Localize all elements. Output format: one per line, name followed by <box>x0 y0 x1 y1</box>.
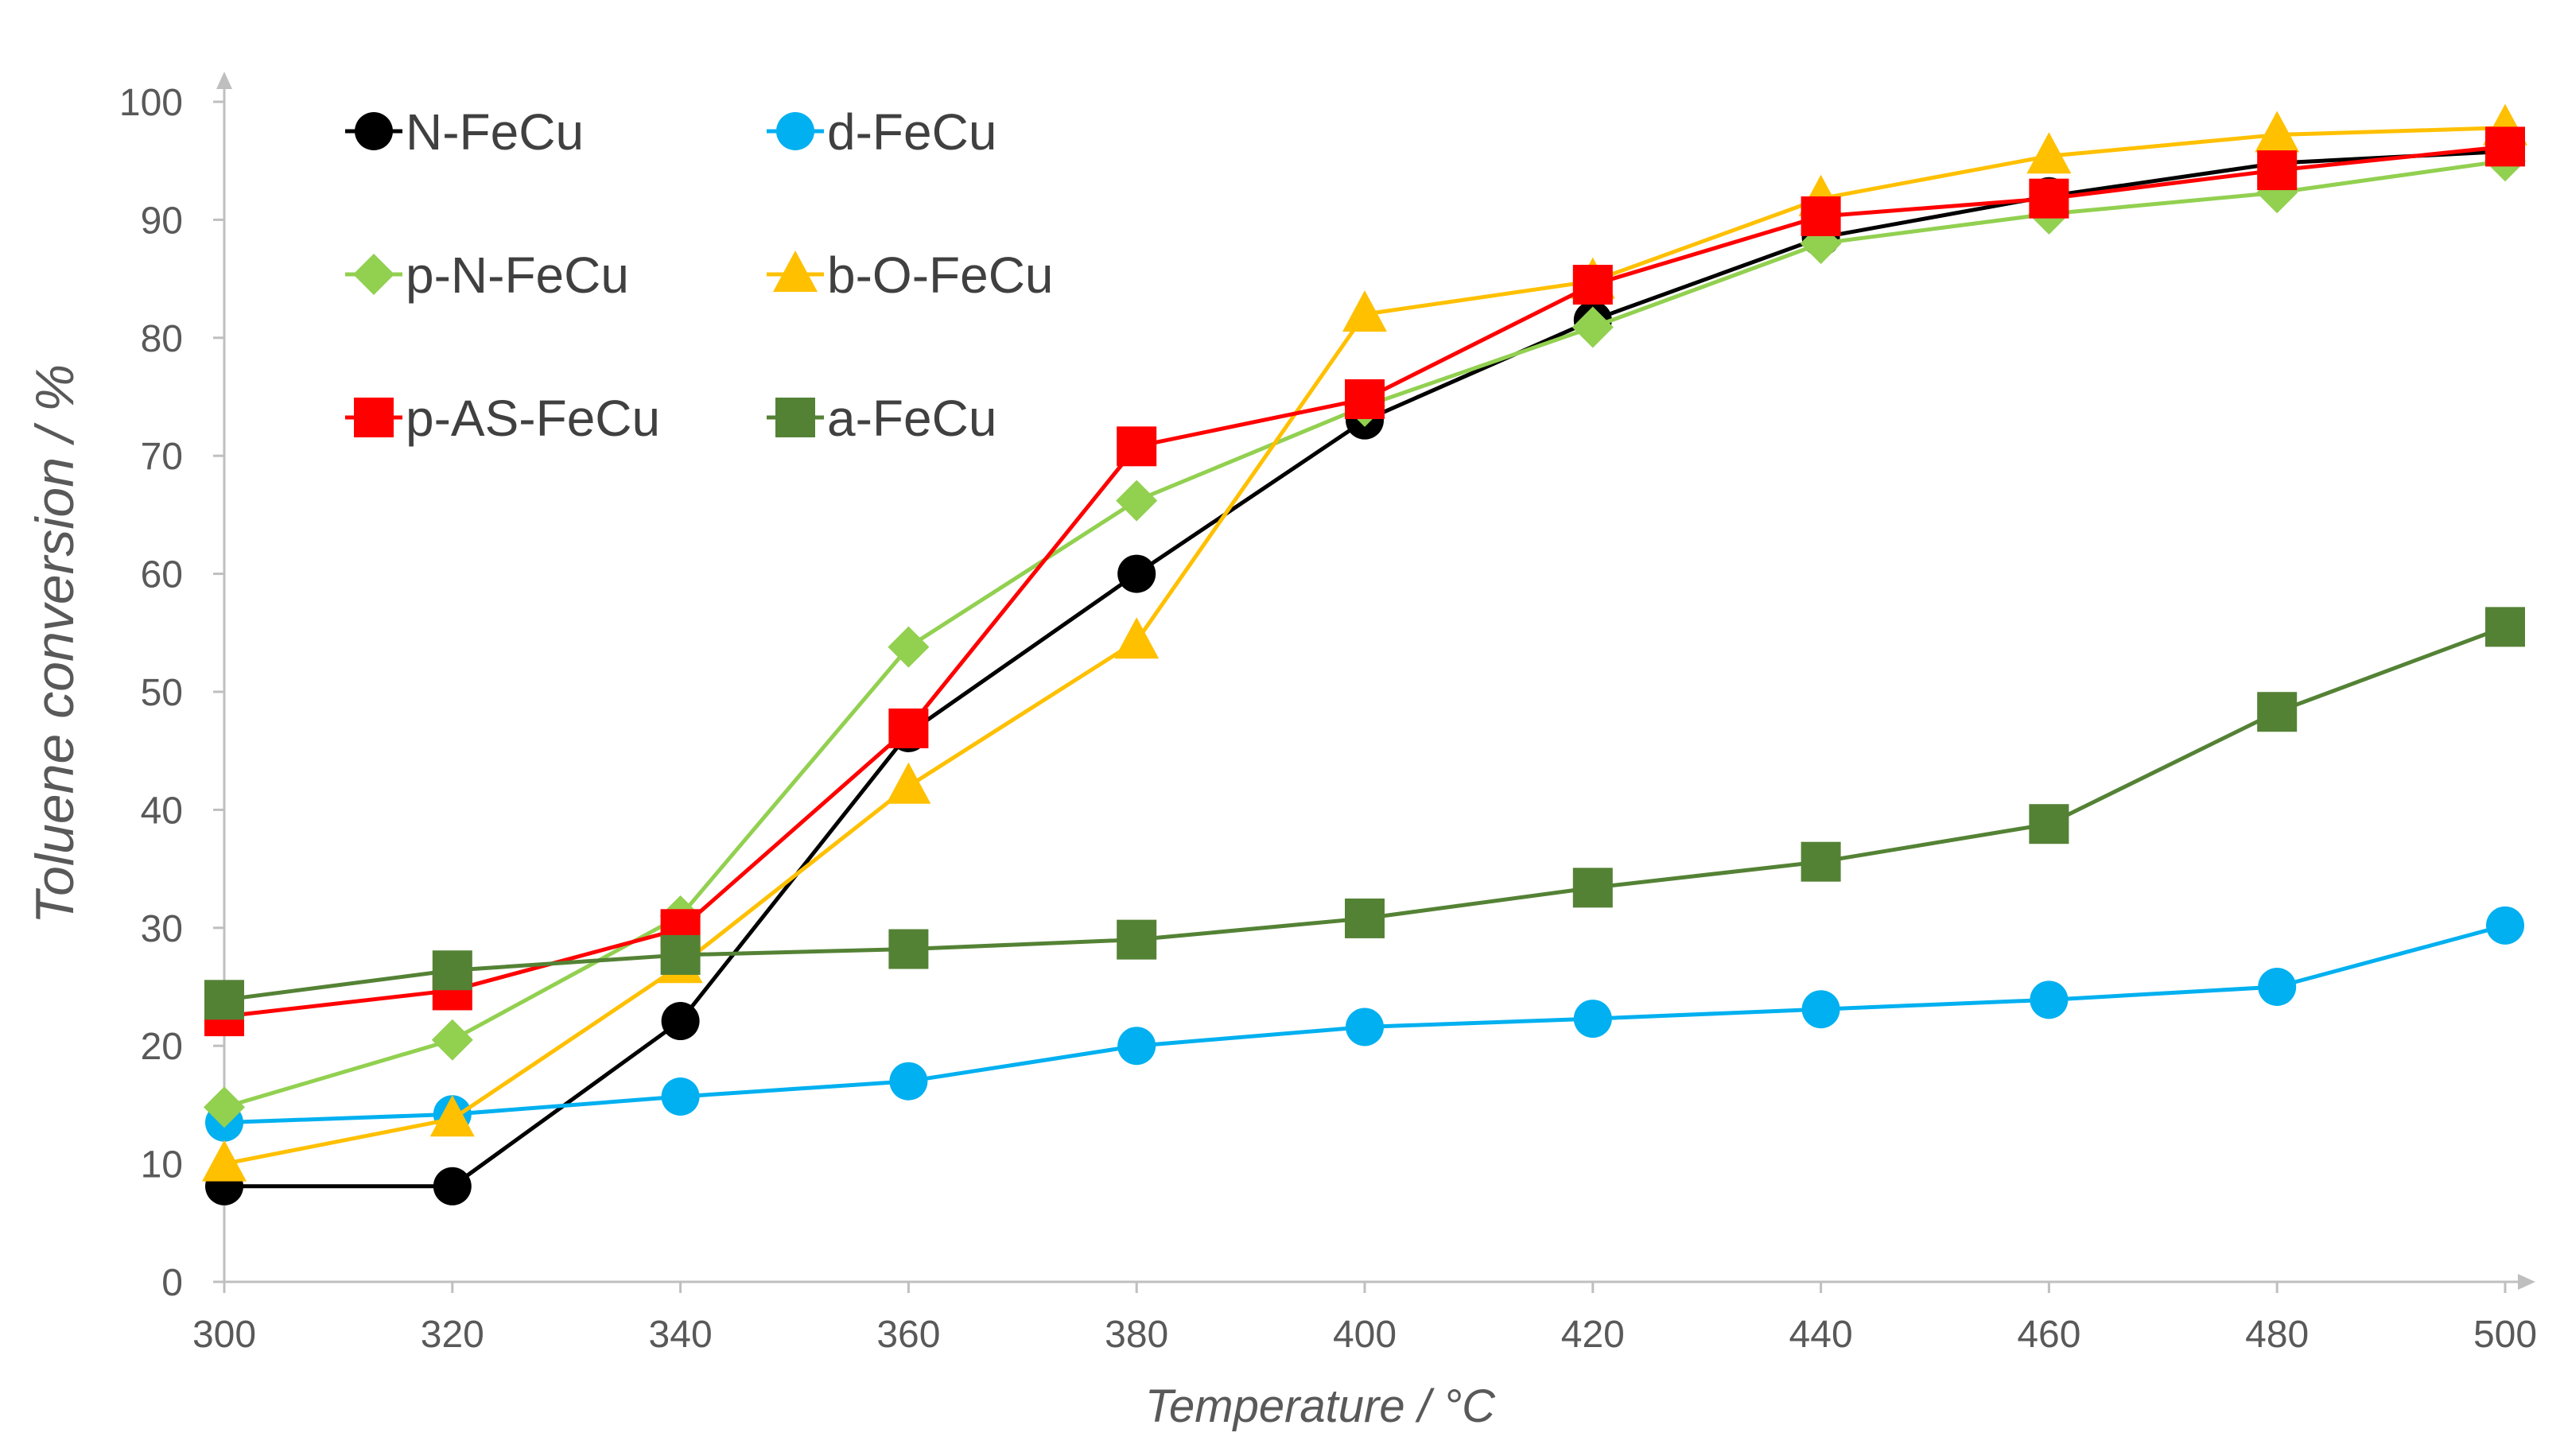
series-p-as-fecu <box>204 126 2525 1037</box>
legend-item: b-O-FeCu <box>767 247 1054 304</box>
data-point <box>204 1086 245 1128</box>
data-point <box>429 1095 475 1137</box>
x-tick-label: 500 <box>2473 1314 2537 1356</box>
y-tick-label: 100 <box>119 82 183 124</box>
data-point <box>888 709 929 749</box>
data-point <box>202 1140 247 1182</box>
x-tick-label: 380 <box>1105 1314 1168 1356</box>
y-tick-label: 80 <box>141 318 183 360</box>
legend-marker <box>775 398 815 437</box>
data-point <box>1801 196 1841 236</box>
legend-item: d-FeCu <box>767 103 996 161</box>
data-point <box>2486 906 2524 945</box>
data-point <box>2026 132 2072 174</box>
data-point <box>2029 178 2069 219</box>
y-axis-title: Toluene conversion / % <box>25 364 85 924</box>
data-point <box>1117 554 1156 593</box>
data-point <box>1572 868 1613 908</box>
legend-item: N-FeCu <box>345 103 584 161</box>
data-point <box>889 1062 928 1101</box>
data-point <box>888 929 929 969</box>
y-tick-label: 60 <box>141 554 183 596</box>
data-point <box>1116 480 1158 522</box>
data-point <box>2485 607 2525 647</box>
data-point <box>661 1077 700 1116</box>
x-tick-label: 400 <box>1333 1314 1397 1356</box>
data-point <box>2255 111 2300 153</box>
data-point <box>660 934 701 975</box>
legend-item: p-AS-FeCu <box>345 390 660 447</box>
y-tick-label: 0 <box>161 1262 183 1304</box>
y-tick-label: 30 <box>141 908 183 950</box>
data-point <box>433 1167 472 1206</box>
x-tick-label: 360 <box>876 1314 940 1356</box>
x-tick-label: 320 <box>421 1314 484 1356</box>
y-tick-label: 20 <box>141 1026 183 1068</box>
legend-marker <box>776 112 814 150</box>
series-a-fecu <box>204 607 2525 1020</box>
x-axis-arrow <box>2518 1274 2535 1290</box>
data-point <box>1117 919 1157 960</box>
y-axis-ticks: 0 10 20 30 40 50 60 70 80 90 100 <box>119 82 224 1304</box>
series-group <box>202 103 2527 1206</box>
data-point <box>432 950 472 991</box>
y-axis-arrow <box>216 72 232 89</box>
data-point <box>1801 841 1841 882</box>
x-tick-label: 300 <box>192 1314 256 1356</box>
y-tick-label: 70 <box>141 436 183 478</box>
legend-label: N-FeCu <box>406 103 584 161</box>
x-tick-label: 480 <box>2245 1314 2309 1356</box>
legend-label: a-FeCu <box>827 390 996 447</box>
legend-label: p-AS-FeCu <box>406 390 660 447</box>
legend-label: d-FeCu <box>827 103 996 161</box>
data-point <box>1117 426 1157 467</box>
data-point <box>2257 692 2298 732</box>
data-point <box>1345 898 1385 938</box>
x-tick-label: 340 <box>649 1314 713 1356</box>
data-point <box>431 1019 473 1061</box>
legend-item: p-N-FeCu <box>345 247 629 304</box>
x-axis-ticks: 300 320 340 360 380 400 420 440 460 480 500 <box>192 1282 2537 1356</box>
y-tick-label: 90 <box>141 200 183 242</box>
data-point <box>1114 617 1160 659</box>
data-point <box>1342 290 1387 332</box>
legend: N-FeCu d-FeCu p-N-FeCu b-O-FeCu p-AS-FeCu a-F… <box>345 103 1054 447</box>
legend-marker <box>355 112 393 150</box>
legend-marker <box>773 250 818 292</box>
series-line <box>223 625 2506 1002</box>
legend-marker <box>354 398 394 437</box>
y-tick-label: 10 <box>141 1144 183 1186</box>
x-tick-label: 420 <box>1561 1314 1625 1356</box>
legend-marker <box>353 254 394 295</box>
data-point <box>1572 265 1613 305</box>
axes <box>216 72 2535 1290</box>
legend-label: p-N-FeCu <box>406 247 629 304</box>
legend-label: b-O-FeCu <box>827 247 1054 304</box>
x-tick-label: 440 <box>1789 1314 1853 1356</box>
data-point <box>2258 968 2297 1006</box>
data-point <box>661 1002 700 1041</box>
y-tick-label: 50 <box>141 672 183 714</box>
data-point <box>1346 1008 1384 1046</box>
data-point <box>204 980 244 1020</box>
x-axis-title: Temperature / °C <box>1145 1380 1496 1432</box>
data-point <box>1573 1000 1612 1039</box>
data-point <box>1801 990 1840 1029</box>
data-point <box>1345 379 1385 419</box>
data-point <box>888 626 930 668</box>
data-point <box>2485 126 2525 167</box>
x-tick-label: 460 <box>2017 1314 2080 1356</box>
data-point <box>2030 980 2069 1019</box>
data-point <box>886 762 931 804</box>
data-point <box>2029 804 2069 844</box>
data-point <box>2257 150 2298 191</box>
legend-item: a-FeCu <box>767 390 996 447</box>
y-tick-label: 40 <box>141 790 183 832</box>
series-d-fecu <box>205 906 2524 1142</box>
data-point <box>1117 1027 1156 1066</box>
data-point <box>1571 306 1614 348</box>
